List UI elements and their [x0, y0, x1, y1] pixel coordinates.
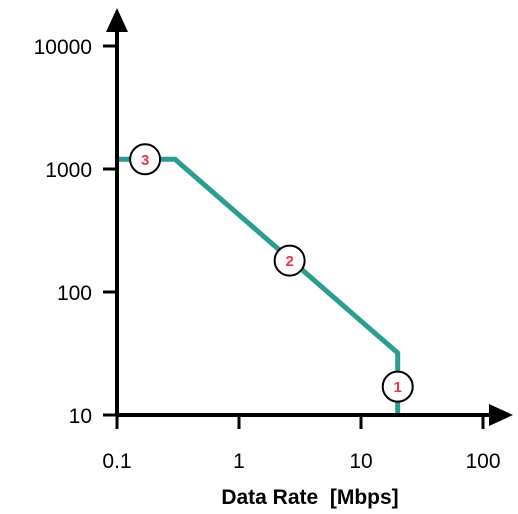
x-tick-label: 100	[465, 450, 500, 473]
point-marker-1: 1	[381, 370, 414, 403]
y-axis-arrow	[106, 8, 128, 32]
x-axis-arrow	[489, 404, 513, 426]
series-line-layer	[117, 156, 401, 415]
axis-ticks: 0.1 1 10 100 10 100 1000 10000	[34, 36, 501, 473]
x-tick-label: 10	[349, 450, 372, 473]
y-tick-label: 10000	[34, 36, 92, 59]
y-tick-label: 1000	[45, 159, 92, 182]
point-marker-label: 3	[141, 152, 149, 169]
point-markers: 1 2 3	[129, 143, 414, 403]
y-tick-label: 10	[69, 405, 92, 428]
x-axis-title: Data Rate [Mbps]	[221, 486, 398, 509]
point-marker-circle	[273, 244, 306, 277]
point-marker-label: 2	[285, 253, 293, 270]
point-marker-circle	[129, 143, 162, 176]
point-marker-2: 2	[273, 244, 306, 277]
y-tick-label: 100	[57, 282, 92, 305]
series-line-1	[117, 156, 401, 415]
axes	[106, 8, 513, 426]
x-tick-label: 1	[233, 450, 245, 473]
point-marker-3: 3	[129, 143, 162, 176]
x-tick-label: 0.1	[102, 450, 131, 473]
point-marker-label: 1	[394, 379, 402, 396]
point-marker-circle	[381, 370, 414, 403]
